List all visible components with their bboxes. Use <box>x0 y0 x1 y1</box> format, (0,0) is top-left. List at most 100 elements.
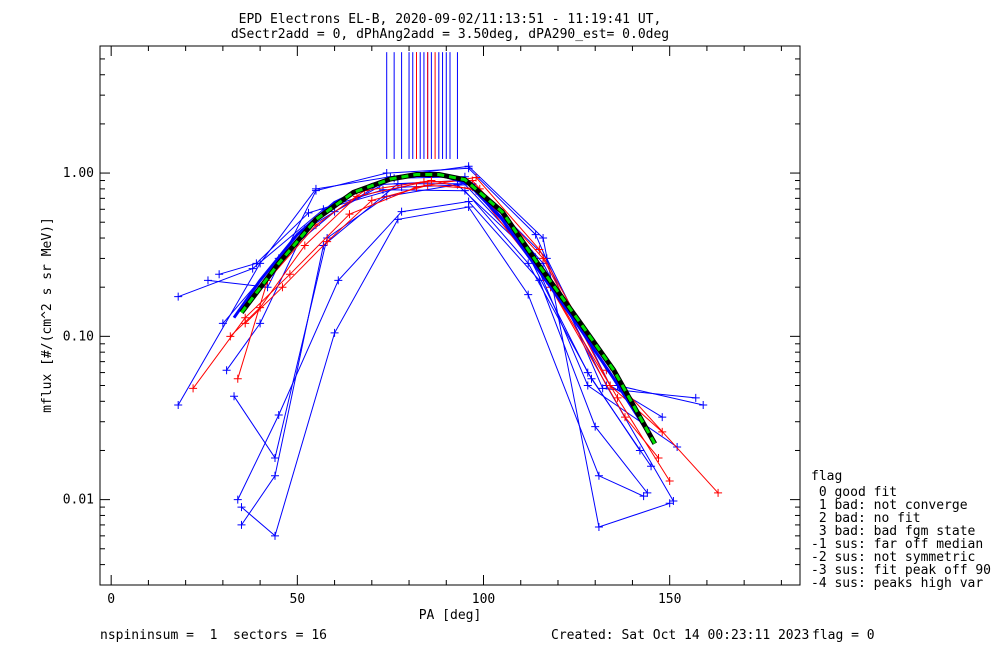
legend-title: flag <box>811 469 842 484</box>
blue-series-point <box>531 230 540 239</box>
blue-series-point <box>464 202 473 211</box>
red-series-point <box>423 181 432 190</box>
legend-item: -4 sus: peaks high var <box>811 576 983 591</box>
red-series-line <box>229 179 663 433</box>
red-series-point <box>285 270 294 279</box>
legend-item: 2 bad: no fit <box>811 511 921 526</box>
blue-series-point <box>215 270 224 279</box>
blue-series-point <box>524 290 533 299</box>
footer-nspin: nspininsum = 1 sectors = 16 <box>100 628 327 643</box>
blue-series-point <box>248 264 257 273</box>
chart-title-line2: dSectr2add = 0, dPhAng2add = 3.50deg, dP… <box>231 27 669 42</box>
blue-series-point <box>658 413 667 422</box>
legend-item: 0 good fit <box>811 485 897 500</box>
blue-series-point <box>591 422 600 431</box>
blue-series-point <box>539 234 548 243</box>
blue-series-point <box>174 292 183 301</box>
x-tick-label: 50 <box>290 592 306 607</box>
legend-item: -1 sus: far off median <box>811 537 983 552</box>
x-tick-label: 0 <box>107 592 115 607</box>
red-series-point <box>367 196 376 205</box>
blue-series-point <box>222 366 231 375</box>
red-series-point <box>226 332 235 341</box>
blue-series-point <box>691 393 700 402</box>
blue-series-point <box>218 319 227 328</box>
red-series-point <box>535 245 544 254</box>
legend-item: 3 bad: bad fgm state <box>811 524 976 539</box>
legend-item: 1 bad: not converge <box>811 498 968 513</box>
blue-series-point <box>594 522 603 531</box>
blue-series-point <box>334 276 343 285</box>
blue-series-point <box>252 259 261 268</box>
blue-series-point <box>699 400 708 409</box>
blue-series-point <box>237 503 246 512</box>
x-axis-label: PA [deg] <box>419 608 482 623</box>
red-series-point <box>412 183 421 192</box>
blue-series-point <box>304 208 313 217</box>
red-series-point <box>539 254 548 263</box>
blue-series-point <box>464 164 473 173</box>
red-series-point <box>189 384 198 393</box>
x-tick-label: 150 <box>658 592 681 607</box>
series-group <box>174 52 723 540</box>
y-tick-label: 1.00 <box>63 166 94 181</box>
blue-series-point <box>673 443 682 452</box>
blue-series-point <box>263 283 272 292</box>
blue-series-point <box>233 495 242 504</box>
y-axis-label: mflux [#/(cm^2 s sr MeV)] <box>40 217 55 413</box>
red-series-point <box>621 413 629 422</box>
red-series-point <box>300 241 309 250</box>
blue-series-point <box>330 328 339 337</box>
blue-series-point <box>583 381 592 390</box>
blue-series-point <box>271 453 279 462</box>
axes: 0 50 100 150 1.00 0.10 0.01 <box>63 45 800 607</box>
blue-series-line <box>241 206 644 537</box>
blue-series-point <box>393 179 402 188</box>
blue-series-point <box>230 392 239 401</box>
red-series-point <box>714 488 723 497</box>
red-series-point <box>658 427 667 436</box>
y-tick-label: 0.10 <box>63 329 94 344</box>
red-series-point <box>654 453 663 462</box>
chart-title-line1: EPD Electrons EL-B, 2020-09-02/11:13:51 … <box>239 12 662 27</box>
footer-flag: flag = 0 <box>812 628 875 643</box>
blue-series-point <box>311 186 320 195</box>
legend-item: -3 sus: fit peak off 90 <box>811 563 991 578</box>
blue-series-point <box>174 400 183 409</box>
red-series-point <box>613 393 622 402</box>
blue-series-point <box>524 259 533 268</box>
blue-series-point <box>594 471 603 480</box>
blue-series-point <box>639 492 648 501</box>
red-series-point <box>278 283 287 292</box>
plot-frame <box>99 45 801 586</box>
fit-curve-dashes <box>240 173 657 445</box>
red-series-point <box>427 176 436 185</box>
blue-series-point <box>382 169 391 178</box>
blue-series-point <box>271 531 279 540</box>
blue-series-point <box>274 410 283 419</box>
blue-series-point <box>587 374 596 383</box>
blue-series-point <box>237 520 246 529</box>
red-series-line <box>237 179 671 482</box>
blue-series-point <box>643 488 652 497</box>
blue-series-point <box>393 215 402 224</box>
red-series-point <box>323 237 332 246</box>
red-series-point <box>345 210 354 219</box>
blue-series-point <box>256 319 265 328</box>
blue-series-line <box>237 200 648 500</box>
red-series-line <box>192 176 719 494</box>
blue-series-point <box>397 207 406 216</box>
legend: flag 0 good fit 1 bad: not converge 2 ba… <box>811 469 991 591</box>
y-tick-label: 0.01 <box>63 493 94 508</box>
footer-created: Created: Sat Oct 14 00:23:11 2023 <box>551 628 810 643</box>
blue-series-point <box>271 471 279 480</box>
red-series-point <box>241 319 250 328</box>
blue-series-point <box>669 497 678 506</box>
red-series-point <box>665 477 674 486</box>
blue-series-line <box>222 176 678 448</box>
red-series-point <box>233 374 242 383</box>
legend-item: -2 sus: not symmetric <box>811 550 975 565</box>
x-tick-label: 100 <box>472 592 495 607</box>
blue-series-point <box>203 276 212 285</box>
